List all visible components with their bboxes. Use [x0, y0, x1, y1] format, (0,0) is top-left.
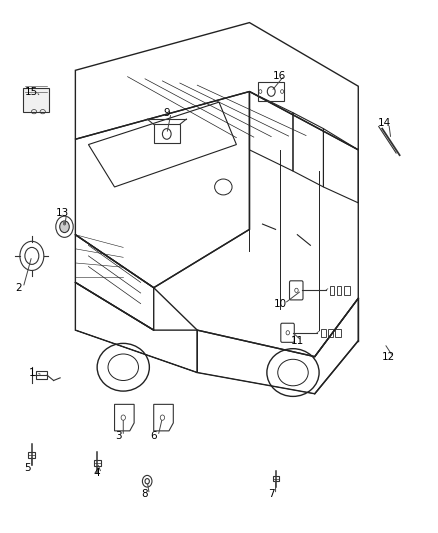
Text: 8: 8	[142, 489, 148, 499]
Text: 3: 3	[116, 431, 122, 441]
Text: 9: 9	[163, 108, 170, 118]
Bar	[335, 328, 341, 337]
Bar	[272, 476, 279, 481]
Ellipse shape	[60, 221, 69, 232]
Bar	[154, 124, 180, 143]
Text: 2: 2	[15, 282, 22, 293]
Bar	[23, 88, 49, 112]
Text: 7: 7	[268, 489, 275, 499]
Bar	[258, 82, 284, 101]
Bar	[94, 459, 101, 466]
Text: 4: 4	[94, 469, 100, 478]
Text: 14: 14	[378, 118, 391, 128]
Bar	[344, 286, 350, 295]
Bar	[28, 451, 35, 458]
Text: 16: 16	[273, 70, 286, 80]
Text: 15: 15	[25, 86, 39, 96]
Bar	[321, 328, 325, 337]
Text: 11: 11	[291, 336, 304, 346]
Text: 5: 5	[24, 463, 31, 473]
Bar	[330, 286, 334, 295]
Bar	[337, 286, 341, 295]
Bar	[328, 328, 332, 337]
Text: 12: 12	[382, 352, 396, 361]
Text: 6: 6	[150, 431, 157, 441]
Ellipse shape	[63, 222, 66, 225]
Text: 1: 1	[28, 368, 35, 377]
Bar	[36, 371, 47, 379]
Text: 10: 10	[273, 298, 286, 309]
Text: 13: 13	[56, 208, 69, 219]
